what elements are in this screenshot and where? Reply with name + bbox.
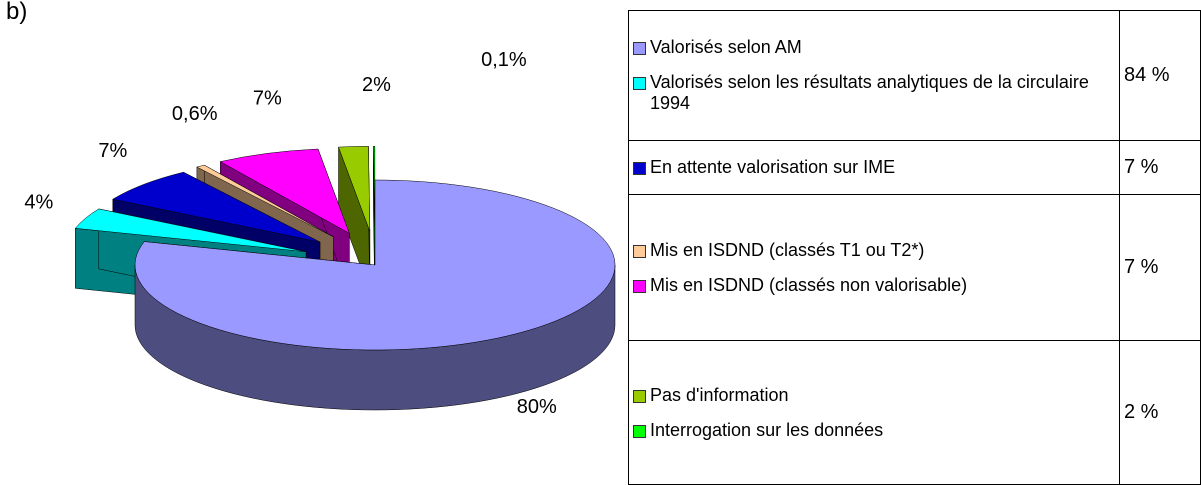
legend-row: Valorisés selon AM Valorisés selon les ré… — [629, 11, 1201, 141]
legend-label: Pas d'information — [650, 385, 789, 406]
legend-swatch — [633, 162, 646, 175]
legend-entry: Mis en ISDND (classés non valorisable) — [633, 275, 1115, 296]
value-label: 0,1% — [481, 49, 527, 71]
value-label: 0,6% — [172, 103, 218, 125]
legend-entry: Pas d'information — [633, 385, 1115, 406]
legend-entry: Mis en ISDND (classés T1 ou T2*) — [633, 240, 1115, 261]
legend-label: Mis en ISDND (classés non valorisable) — [650, 275, 967, 296]
legend-swatch — [633, 42, 646, 55]
legend-entry: En attente valorisation sur IME — [633, 157, 1115, 178]
value-label: 2% — [362, 74, 391, 96]
legend-swatch — [633, 280, 646, 293]
page: b) 80%4%7%0,6%7%2%0,1% Valorisés selon A… — [0, 0, 1201, 461]
value-label: 7% — [253, 87, 282, 109]
value-label: 4% — [24, 191, 53, 213]
value-label: 7% — [98, 140, 127, 162]
group-total: 2 % — [1120, 341, 1201, 485]
legend-swatch — [633, 245, 646, 258]
legend-entry: Interrogation sur les données — [633, 420, 1115, 441]
legend-swatch — [633, 390, 646, 403]
legend-swatch — [633, 425, 646, 438]
group-total: 84 % — [1120, 11, 1201, 141]
legend-swatch — [633, 77, 646, 90]
legend-entry: Valorisés selon les résultats analytique… — [633, 72, 1115, 114]
legend-cell: Pas d'information Interrogation sur les d… — [629, 341, 1120, 485]
legend-row: En attente valorisation sur IME 7 % — [629, 141, 1201, 195]
value-label: 80% — [517, 396, 557, 418]
legend-row: Mis en ISDND (classés T1 ou T2*) Mis en I… — [629, 195, 1201, 341]
legend-label: Interrogation sur les données — [650, 420, 883, 441]
legend-row: Pas d'information Interrogation sur les d… — [629, 341, 1201, 485]
group-total: 7 % — [1120, 141, 1201, 195]
legend-cell: Valorisés selon AM Valorisés selon les ré… — [629, 11, 1120, 141]
legend-label: Mis en ISDND (classés T1 ou T2*) — [650, 240, 924, 261]
legend-entry: Valorisés selon AM — [633, 37, 1115, 58]
legend-table: Valorisés selon AM Valorisés selon les ré… — [628, 10, 1201, 485]
legend-cell: Mis en ISDND (classés T1 ou T2*) Mis en I… — [629, 195, 1120, 341]
legend-label: Valorisés selon AM — [650, 37, 802, 58]
group-total: 7 % — [1120, 195, 1201, 341]
legend-label: Valorisés selon les résultats analytique… — [650, 72, 1115, 114]
legend-label: En attente valorisation sur IME — [650, 157, 895, 178]
legend-cell: En attente valorisation sur IME — [629, 141, 1120, 195]
pie-chart: 80% 4% 7% 0,6% 7% 2% 0,1% — [0, 0, 628, 461]
